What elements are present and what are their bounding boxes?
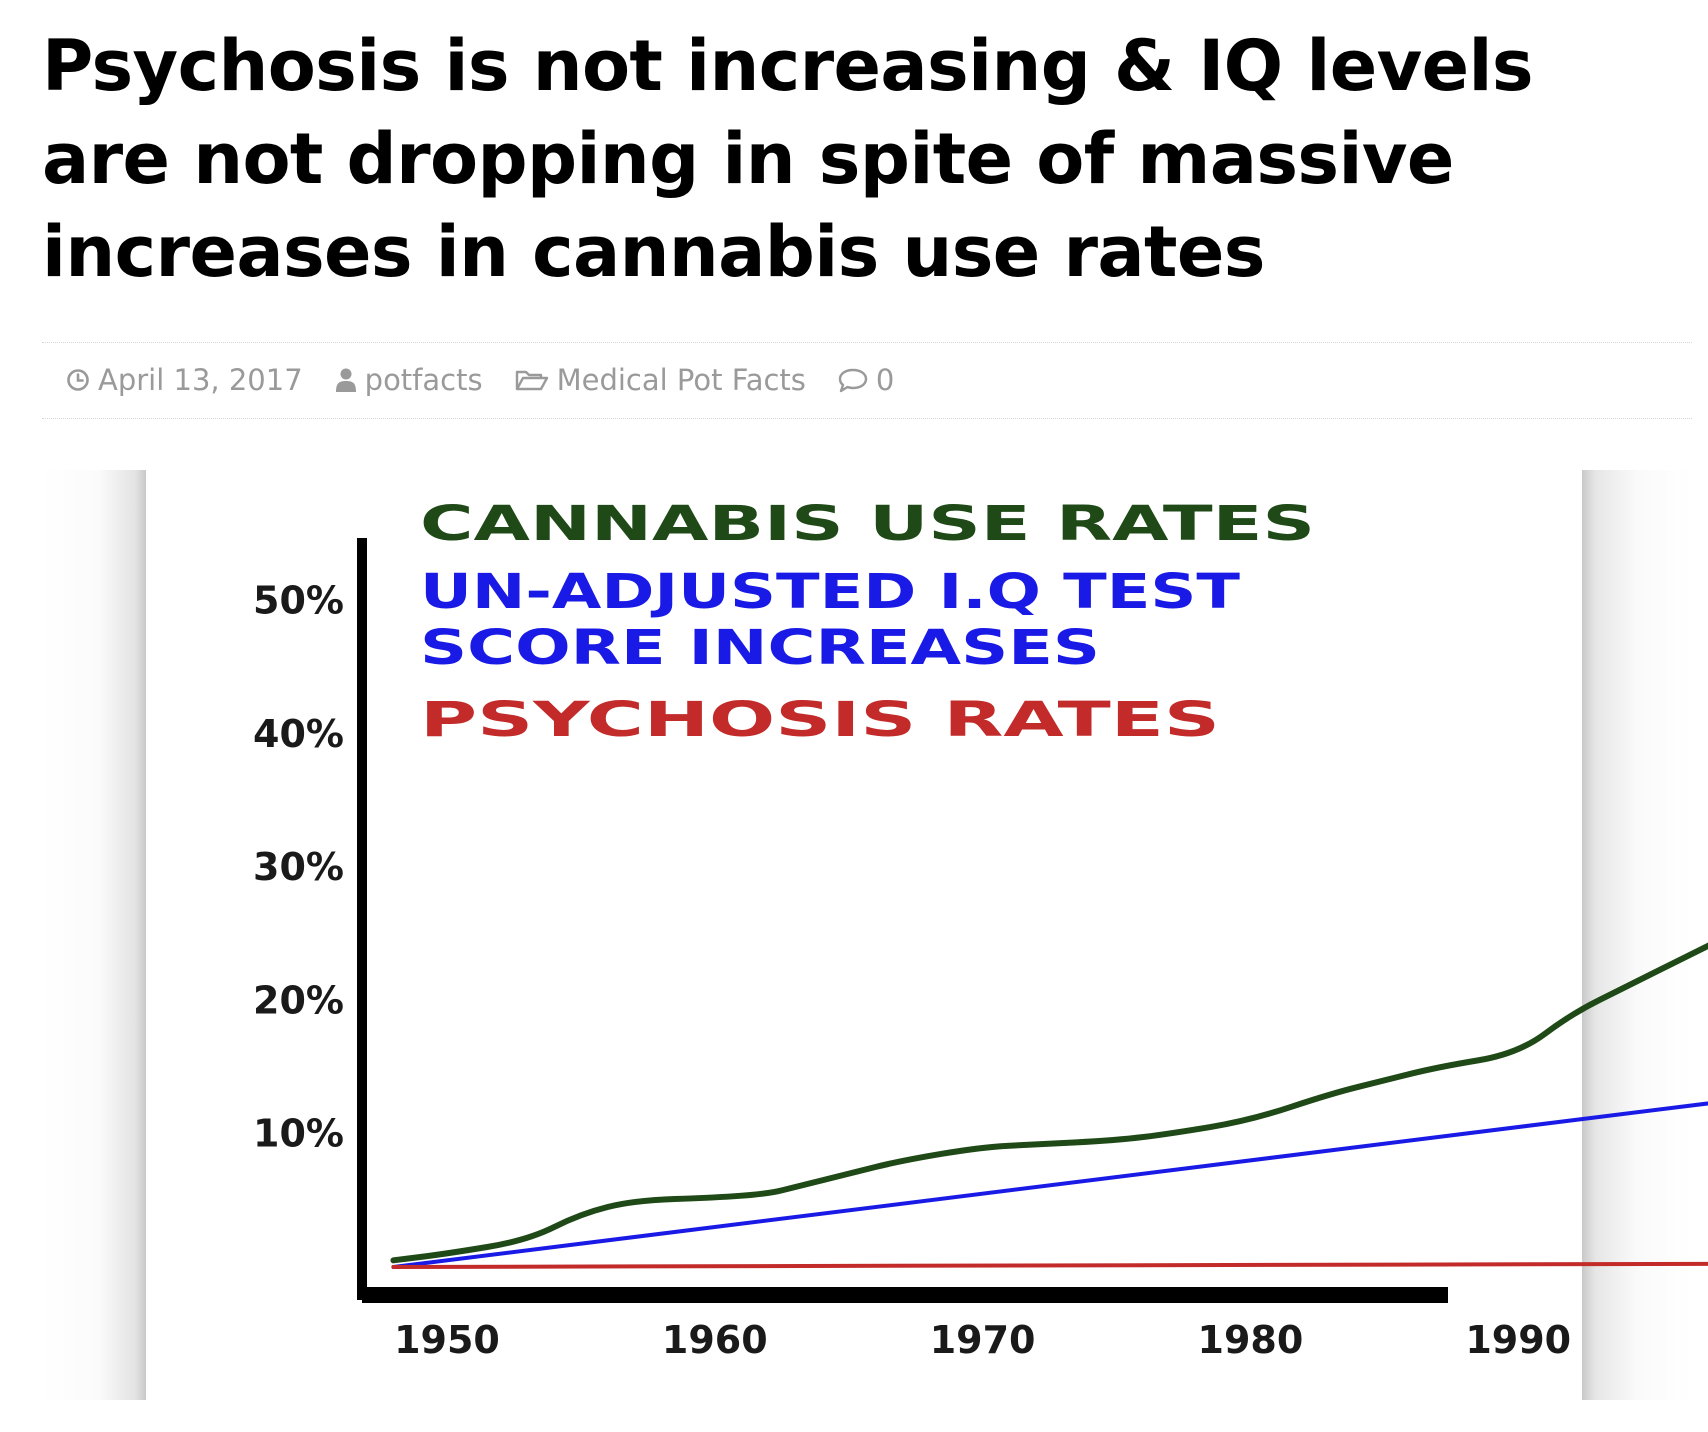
post-comments[interactable]: 0 xyxy=(838,363,894,397)
series-line-iq xyxy=(391,1101,1708,1269)
y-tick-label: 50% xyxy=(253,579,344,623)
folder-icon xyxy=(515,368,549,392)
user-icon xyxy=(335,367,357,393)
post-title: Psychosis is not increasing & IQ levels … xyxy=(42,25,1534,293)
figure-shadow-right xyxy=(1582,470,1692,1400)
post-date-text: April 13, 2017 xyxy=(98,363,303,397)
post-comments-count: 0 xyxy=(875,363,895,397)
series-line-psychosis xyxy=(391,1261,1708,1269)
post-date[interactable]: April 13, 2017 xyxy=(66,363,303,397)
meta-divider-bottom xyxy=(42,418,1692,419)
legend-item: SCORE INCREASES xyxy=(420,620,1100,676)
x-tick-label: 1990 xyxy=(1465,1318,1571,1362)
legend-item: CANNABIS USE RATES xyxy=(420,496,1315,552)
y-tick-label: 10% xyxy=(253,1112,344,1156)
post-category-text: Medical Pot Facts xyxy=(556,363,806,397)
x-tick-label: 1970 xyxy=(930,1318,1036,1362)
line-chart: CANNABIS USE RATES UN-ADJUSTED I.Q TESTSC… xyxy=(253,496,1708,1362)
post-author[interactable]: potfacts xyxy=(335,363,483,397)
figure-shadow-left xyxy=(40,470,146,1400)
series-line-cannabis xyxy=(390,942,1708,1264)
x-tick-label: 1950 xyxy=(394,1318,500,1362)
clock-icon xyxy=(66,368,90,392)
post-meta-bar: April 13, 2017 potfacts Medical Pot Fact… xyxy=(66,360,894,400)
chart-axes: 10%20%30%40%50%1950196019701980199020002… xyxy=(253,538,1571,1362)
comment-icon xyxy=(838,367,868,393)
legend-item: PSYCHOSIS RATES xyxy=(420,692,1220,748)
post-author-text: potfacts xyxy=(364,363,483,397)
x-tick-label: 1960 xyxy=(662,1318,768,1362)
chart-series xyxy=(390,942,1708,1269)
y-tick-label: 40% xyxy=(253,712,344,756)
x-tick-label: 1980 xyxy=(1198,1318,1304,1362)
chart-legend: CANNABIS USE RATES UN-ADJUSTED I.Q TESTSC… xyxy=(420,496,1315,748)
y-tick-label: 20% xyxy=(253,978,344,1022)
post-category[interactable]: Medical Pot Facts xyxy=(515,363,806,397)
legend-item: UN-ADJUSTED I.Q TEST xyxy=(420,564,1240,620)
y-tick-label: 30% xyxy=(253,845,344,889)
chart-figure: CANNABIS USE RATES UN-ADJUSTED I.Q TEST SC… xyxy=(0,470,1708,1420)
meta-divider-top xyxy=(42,342,1692,343)
